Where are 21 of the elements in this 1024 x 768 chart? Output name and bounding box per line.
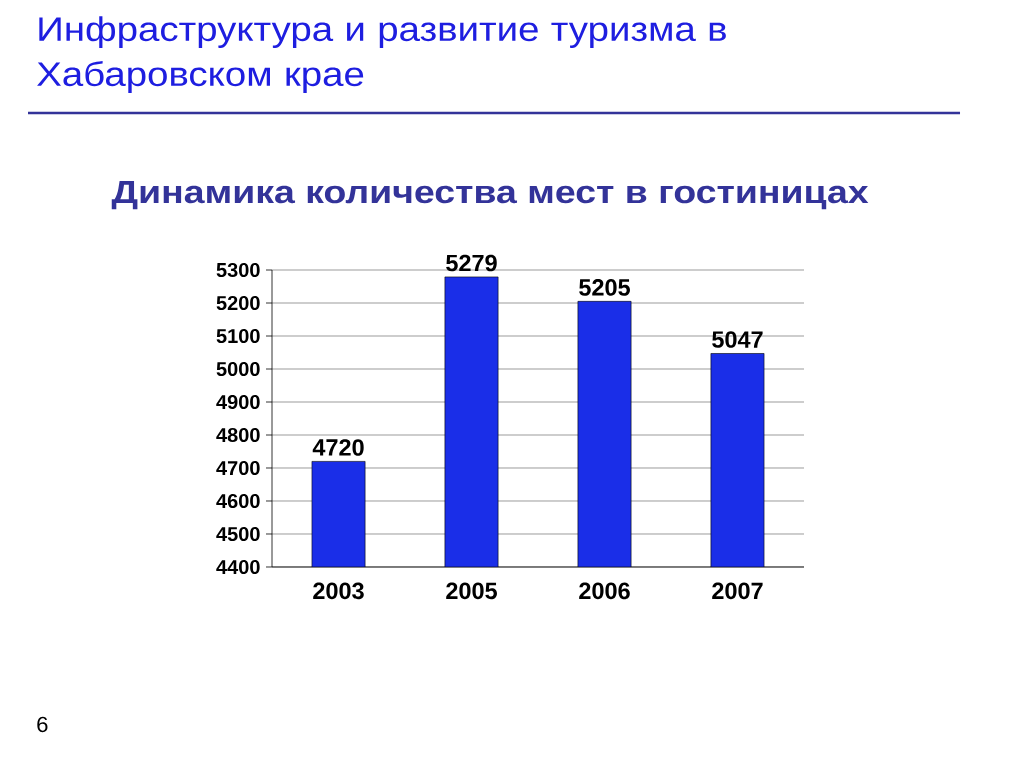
y-tick-label: 4400	[216, 559, 260, 575]
y-tick-label: 4700	[216, 460, 260, 476]
y-tick-label: 5200	[216, 295, 260, 311]
data-label: 5205	[579, 279, 630, 296]
x-tick-label: 2007	[712, 582, 763, 600]
y-tick-label: 4900	[216, 394, 260, 410]
y-tick-label: 4500	[216, 526, 260, 542]
y-tick-label: 4800	[216, 427, 260, 443]
chart-subtitle: Динамика количества мест в гостиницах	[111, 180, 869, 210]
text: 6	[37, 716, 48, 733]
data-label: 5279	[446, 254, 497, 272]
data-label: 5047	[712, 331, 763, 348]
x-tick-label: 2006	[579, 582, 630, 600]
y-tick-label: 5300	[216, 262, 260, 278]
y-tick-label: 5000	[216, 361, 260, 377]
x-tick-label: 2005	[446, 582, 497, 600]
y-tick-label: 4600	[216, 493, 260, 509]
x-tick-label: 2003	[313, 582, 364, 600]
chart-title: Инфраструктура и развитие туризма в Хабаровском крае	[37, 16, 726, 93]
y-tick-label: 5100	[216, 328, 260, 344]
data-label: 4720	[312, 439, 364, 456]
